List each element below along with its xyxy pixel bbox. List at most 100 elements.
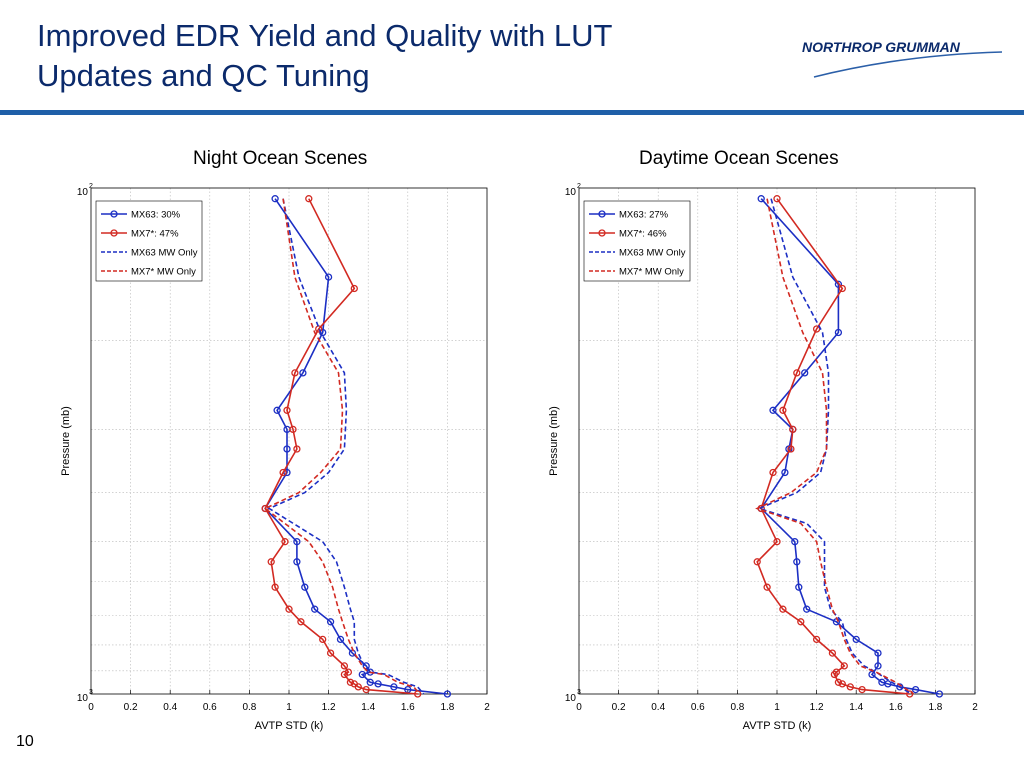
data-point: [779, 605, 787, 613]
data-point: [319, 635, 327, 644]
legend-label: MX63 MW Only: [131, 248, 198, 259]
x-tick-label: 2: [484, 702, 490, 713]
x-tick-label: 0.2: [612, 702, 626, 713]
x-axis-label: AVTP STD (k): [743, 720, 812, 732]
data-point: [812, 325, 821, 333]
panel-title-night: Night Ocean Scenes: [193, 148, 368, 169]
x-tick-label: 1.2: [322, 702, 336, 713]
data-point: [884, 680, 892, 688]
x-tick-label: 1: [286, 702, 292, 713]
x-tick-label: 0: [88, 702, 94, 713]
data-point: [793, 369, 801, 377]
data-point: [271, 195, 279, 203]
y-tick-exponent: 3: [577, 689, 581, 696]
data-point: [795, 583, 803, 591]
data-point: [828, 649, 837, 657]
data-point: [834, 280, 843, 288]
x-tick-label: 1.6: [889, 702, 903, 713]
data-point: [846, 683, 854, 691]
data-point: [311, 605, 319, 613]
x-tick-label: 0.4: [651, 702, 665, 713]
data-point: [858, 685, 866, 694]
series-line: [755, 198, 915, 695]
data-point: [366, 678, 374, 686]
legend-marker: [110, 229, 118, 237]
x-tick-label: 1.8: [928, 702, 942, 713]
x-tick-label: 1.4: [849, 702, 863, 713]
data-point: [267, 558, 275, 566]
data-point: [812, 635, 821, 644]
legend-marker: [598, 210, 606, 218]
page-number: 10: [16, 733, 34, 750]
x-tick-label: 0.6: [691, 702, 705, 713]
x-tick-label: 0.8: [242, 702, 256, 713]
data-point: [791, 538, 799, 546]
data-point: [340, 662, 349, 670]
data-point: [326, 618, 335, 626]
x-axis-label: AVTP STD (k): [255, 720, 324, 732]
data-point: [801, 369, 809, 377]
data-point: [281, 538, 289, 546]
data-point: [789, 425, 797, 434]
data-point: [283, 445, 291, 453]
data-point: [283, 406, 291, 414]
data-point: [358, 670, 366, 679]
y-tick-label: 10: [565, 187, 577, 198]
legend-label: MX63: 27%: [619, 210, 669, 221]
data-point: [834, 678, 843, 686]
legend: MX63: 27% MX7*: 46% MX63 MW Only MX7* MW On…: [583, 200, 691, 282]
x-tick-label: 1.4: [361, 702, 375, 713]
data-point: [779, 406, 787, 414]
data-point: [297, 618, 305, 626]
data-point: [781, 468, 789, 477]
x-tick-label: 0.2: [124, 702, 138, 713]
panel-title-daytime: Daytime Ocean Scenes: [639, 148, 839, 169]
series-line: [264, 198, 448, 695]
y-tick-label: 10: [565, 693, 577, 704]
data-point: [874, 662, 882, 670]
y-axis-label: Pressure (mb): [548, 406, 560, 476]
series-0: [757, 195, 944, 698]
data-point: [773, 538, 781, 546]
x-tick-label: 1.2: [810, 702, 824, 713]
data-point: [324, 273, 333, 281]
legend-label: MX63 MW Only: [619, 248, 686, 259]
legend-marker: [110, 210, 118, 218]
data-point: [293, 558, 301, 566]
series-line: [760, 198, 940, 695]
data-point: [757, 195, 765, 203]
northrop-grumman-logo: NORTHROP GRUMMAN: [802, 39, 1003, 78]
series-line: [756, 198, 913, 695]
data-point: [868, 670, 876, 679]
data-point: [834, 328, 843, 337]
data-point: [354, 683, 362, 691]
legend-label: MX7* MW Only: [619, 267, 684, 278]
data-point: [301, 583, 309, 591]
data-point: [374, 680, 382, 688]
data-point: [271, 583, 279, 591]
data-point: [362, 685, 370, 694]
data-point: [336, 635, 345, 644]
data-point: [305, 195, 313, 203]
slide-title-line2: Updates and QC Tuning: [37, 58, 370, 93]
legend-label: MX7* MW Only: [131, 267, 196, 278]
data-point: [753, 558, 761, 566]
data-point: [773, 195, 781, 203]
data-point: [763, 583, 771, 591]
legend-label: MX63: 30%: [131, 210, 181, 221]
x-tick-label: 1.6: [401, 702, 415, 713]
data-point: [769, 406, 777, 414]
data-point: [803, 605, 811, 613]
x-tick-label: 1: [774, 702, 780, 713]
data-point: [896, 683, 904, 691]
grid: [579, 188, 975, 694]
y-tick-label: 10: [77, 187, 89, 198]
x-tick-label: 0.6: [203, 702, 217, 713]
data-point: [797, 618, 805, 626]
y-tick-exponent: 2: [89, 183, 93, 190]
data-point: [840, 662, 848, 670]
data-point: [350, 284, 358, 293]
data-point: [443, 690, 452, 698]
data-point: [279, 468, 287, 477]
